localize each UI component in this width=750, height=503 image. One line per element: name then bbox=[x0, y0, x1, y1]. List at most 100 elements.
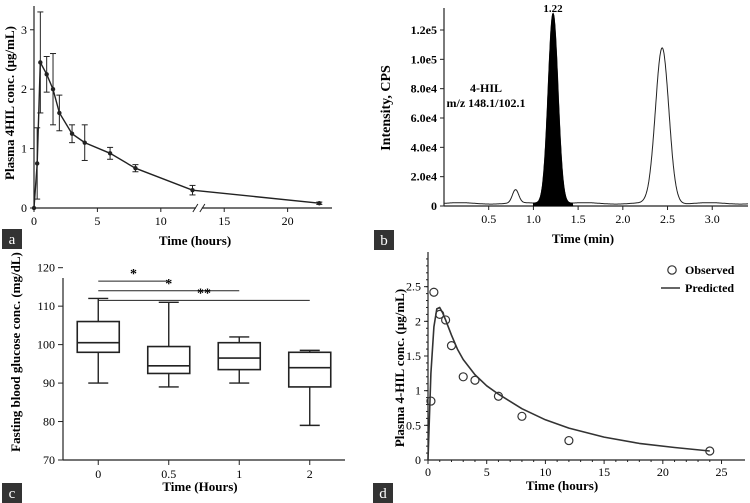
panel-d-x-tick-label: 25 bbox=[716, 465, 728, 479]
panel-c-box bbox=[76, 320, 121, 354]
panel-a-axis-break-mark bbox=[199, 203, 206, 213]
panel-d-observed-point bbox=[446, 341, 457, 351]
panel-c-box bbox=[287, 351, 332, 388]
panel-c-significance-label: * bbox=[165, 277, 172, 292]
panel-a-ylabel: Plasma 4HIL conc. (μg/mL) bbox=[2, 26, 17, 180]
panel-b-x-tick-label: 2.0 bbox=[615, 212, 630, 226]
panel-b-y-tick-label: 8.0e4 bbox=[411, 82, 437, 96]
panel-b: 0.5 1.0 1.5 2.0 2.5 3.0 0 2.0e4 4.0e4 6.0e4 8.0e4 1… bbox=[374, 3, 748, 250]
panel-a-axis-break-mark bbox=[192, 203, 199, 213]
legend-predicted-label: Predicted bbox=[685, 281, 734, 295]
panel-c-y-tick-label: 120 bbox=[37, 261, 55, 275]
panel-b-ylabel: Intensity, CPS bbox=[379, 65, 394, 151]
panel-d-x-tick-label: 10 bbox=[539, 465, 551, 479]
panel-a-marks bbox=[31, 11, 323, 211]
panel-d-observed-point bbox=[441, 315, 451, 325]
panel-a-data-point bbox=[31, 205, 37, 211]
panel-b-annotation-mz: m/z 148.1/102.1 bbox=[447, 96, 526, 110]
panel-a-y-tick-label: 1 bbox=[21, 142, 27, 156]
panel-b-y-tick-label: 1.2e5 bbox=[411, 23, 437, 37]
panel-d-observed-point bbox=[470, 375, 480, 385]
panel-d-y-tick-label: 1 bbox=[415, 384, 421, 398]
panel-d-y-tick-label: 1.5 bbox=[406, 349, 421, 363]
panel-a-data-point bbox=[107, 151, 113, 156]
panel-a-x-tick-label: 20 bbox=[282, 214, 294, 228]
panel-b-filled-peak bbox=[533, 12, 574, 207]
panel-b-letter: b bbox=[380, 233, 388, 249]
panel-c-significance-label: * bbox=[130, 267, 137, 282]
panel-b-y-tick-label: 4.0e4 bbox=[411, 140, 437, 154]
panel-a-x-tick-label: 5 bbox=[94, 214, 100, 228]
panel-d-x-tick-label: 5 bbox=[484, 465, 490, 479]
panel-a-data-point bbox=[317, 201, 322, 206]
panel-a-data-point bbox=[34, 161, 40, 166]
panel-b-x-tick-label: 1.0 bbox=[526, 212, 541, 226]
panel-a-x-tick-label: 10 bbox=[155, 214, 167, 228]
panel-c-box bbox=[146, 345, 191, 375]
panel-d-observed-point bbox=[426, 396, 436, 406]
legend-observed-label: Observed bbox=[685, 263, 735, 277]
panel-c-x-tick-label: 0 bbox=[95, 467, 101, 481]
panel-d-observed-point bbox=[705, 446, 715, 456]
panel-d-x-tick-label: 0 bbox=[425, 465, 431, 479]
panel-d-observed-point bbox=[517, 411, 527, 421]
panel-d-observed-point bbox=[564, 435, 574, 446]
panel-b-marks bbox=[443, 12, 748, 207]
panel-a-letter: a bbox=[9, 232, 16, 248]
panel-c-box bbox=[217, 341, 262, 371]
panel-d-xlabel: Time (hours) bbox=[526, 478, 598, 493]
panel-c-ylabel: Fasting blood glucose conc. (mg/dL) bbox=[8, 252, 23, 452]
panel-d-marks bbox=[426, 287, 715, 461]
panel-a-y-tick-label: 0 bbox=[21, 201, 27, 215]
panel-d-axes: 0 5 10 15 20 25 0 0.5 1 1.5 2 2.5 bbox=[406, 252, 745, 479]
panel-a-data-point bbox=[69, 131, 75, 136]
panel-a-series-line bbox=[33, 59, 320, 209]
panel-b-xlabel: Time (min) bbox=[552, 231, 614, 246]
panel-b-y-tick-label: 0 bbox=[431, 199, 437, 213]
panel-b-letter-box bbox=[374, 230, 394, 250]
panel-a: 0 5 10 15 20 0 1 2 3 Time (hours) Plasma 4HIL co… bbox=[2, 6, 332, 249]
panel-a-data-point bbox=[44, 72, 49, 77]
panel-c-xlabel: Time (Hours) bbox=[162, 479, 237, 494]
panel-c-y-tick-label: 110 bbox=[37, 299, 55, 313]
panel-a-x-tick-label: 15 bbox=[218, 214, 230, 228]
panel-c-significance-label: ** bbox=[197, 286, 211, 301]
panel-d-observed-point bbox=[458, 372, 468, 382]
panel-d-y-tick-label: 2 bbox=[415, 314, 421, 328]
panel-d-letter: d bbox=[379, 486, 387, 502]
panel-a-letter-box bbox=[2, 229, 22, 249]
panel-c-y-tick-label: 80 bbox=[43, 415, 55, 429]
panel-c-x-tick-label: 0.5 bbox=[161, 467, 176, 481]
panel-d-y-tick-label: 0 bbox=[415, 453, 421, 467]
panel-a-xlabel: Time (hours) bbox=[159, 233, 231, 248]
panel-a-x-tick-label: 0 bbox=[31, 214, 37, 228]
panel-a-data-point bbox=[190, 187, 195, 193]
panel-d-observed-point bbox=[429, 287, 439, 297]
panel-a-data-point bbox=[50, 86, 56, 92]
panel-b-x-tick-label: 1.5 bbox=[571, 212, 586, 226]
panel-a-data-point bbox=[57, 110, 62, 116]
panel-d-x-tick-label: 15 bbox=[598, 465, 610, 479]
panel-b-y-tick-label: 1.0e5 bbox=[411, 52, 437, 66]
panel-d-x-tick-label: 20 bbox=[657, 465, 669, 479]
panel-d-letter-box bbox=[373, 483, 393, 503]
panel-b-y-tick-label: 6.0e4 bbox=[411, 111, 437, 125]
panel-b-x-tick-label: 0.5 bbox=[481, 212, 496, 226]
panel-a-y-tick-label: 2 bbox=[21, 82, 27, 96]
panel-b-peak-label: 1.22 bbox=[543, 3, 563, 15]
panel-c-x-tick-label: 2 bbox=[307, 467, 313, 481]
panel-d: 0 5 10 15 20 25 0 0.5 1 1.5 2 2.5 Observed Predicte… bbox=[373, 252, 745, 503]
legend-observed-marker bbox=[667, 265, 677, 275]
panel-a-axes: 0 5 10 15 20 0 1 2 3 bbox=[21, 6, 332, 228]
panel-d-predicted-line bbox=[427, 306, 710, 461]
panel-d-observed-point bbox=[493, 391, 504, 401]
panel-c-marks: **** bbox=[76, 267, 332, 427]
panel-b-y-tick-label: 2.0e4 bbox=[411, 170, 437, 184]
panel-c-y-tick-label: 100 bbox=[37, 338, 55, 352]
panel-c-y-tick-label: 90 bbox=[43, 376, 55, 390]
panel-d-y-tick-label: 2.5 bbox=[406, 280, 421, 294]
panel-b-x-tick-label: 3.0 bbox=[705, 212, 720, 226]
panel-c-letter-box bbox=[2, 483, 22, 503]
